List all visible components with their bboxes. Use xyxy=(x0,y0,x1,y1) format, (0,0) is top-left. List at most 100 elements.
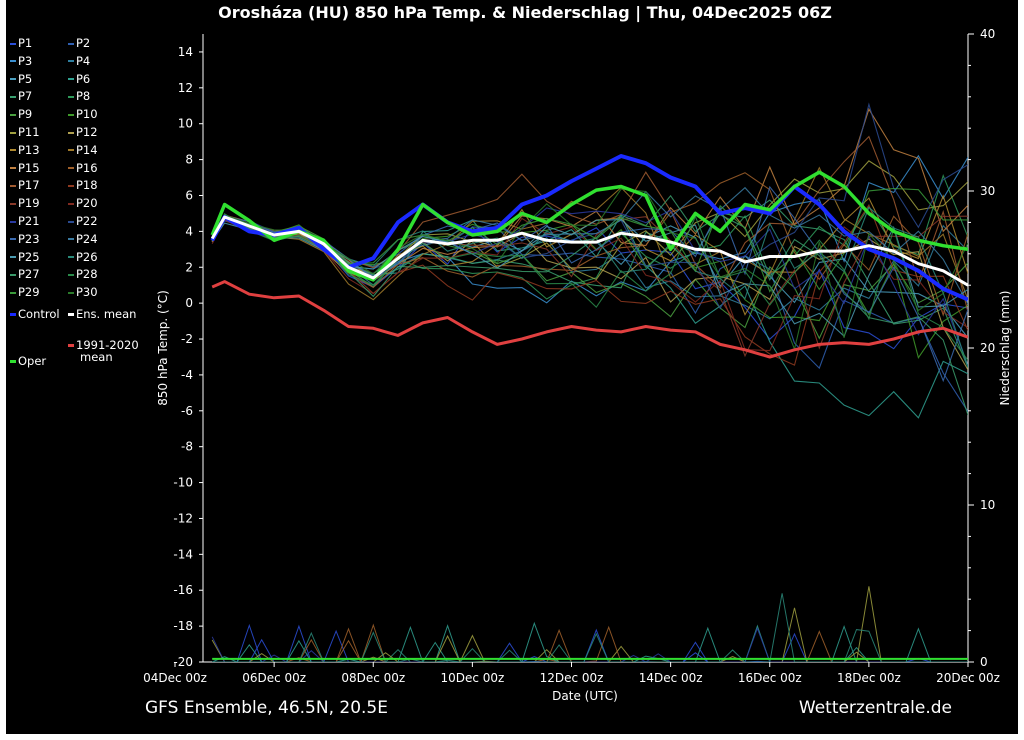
legend-item-p6: P6 xyxy=(68,72,90,86)
legend-item-ens-mean: Ens. mean xyxy=(68,307,136,321)
precip-member-line xyxy=(212,628,968,662)
legend-swatch xyxy=(10,273,16,276)
legend-item-p28: P28 xyxy=(68,267,98,281)
x-tick-label: 08Dec 00z xyxy=(341,671,405,685)
series-line-1991-2020-mean xyxy=(211,280,968,359)
y-tick-label: -20 xyxy=(173,655,193,669)
legend-swatch xyxy=(10,360,16,363)
legend-item-p15: P15 xyxy=(10,161,40,175)
legend-swatch xyxy=(68,313,74,316)
legend-swatch xyxy=(68,220,74,223)
series-line-control xyxy=(210,154,968,302)
legend-item-p8: P8 xyxy=(68,89,90,103)
legend-label: P21 xyxy=(18,214,40,228)
ensemble-member-line xyxy=(211,217,968,352)
legend-label: P9 xyxy=(18,107,33,122)
legend-item-p22: P22 xyxy=(68,214,98,228)
precip-member-line xyxy=(212,593,968,662)
legend-label: P29 xyxy=(18,285,40,300)
y-axis-label: 850 hPa Temp. (°C) xyxy=(156,290,170,406)
legend-item-p21: P21 xyxy=(10,214,40,228)
legend-item-p19: P19 xyxy=(10,196,40,210)
ensemble-member-line xyxy=(211,160,968,281)
legend-label: P10 xyxy=(76,107,98,122)
legend-item-p1: P1 xyxy=(10,36,32,50)
legend-label: P11 xyxy=(18,125,40,139)
legend-swatch xyxy=(10,184,16,187)
chart-frame xyxy=(6,0,1018,734)
footer-source: GFS Ensemble, 46.5N, 20.5E xyxy=(145,698,388,718)
legend-label: Oper xyxy=(18,354,47,368)
y-tick-label: -2 xyxy=(181,332,193,346)
legend-label: P25 xyxy=(18,249,40,264)
y2-tick-label: 20 xyxy=(980,341,995,355)
y-tick-label: 8 xyxy=(185,153,193,167)
series-line-ens-mean xyxy=(210,215,968,287)
legend-label: P2 xyxy=(76,36,91,50)
legend-swatch xyxy=(68,273,74,276)
legend-item-p2: P2 xyxy=(68,36,90,50)
x-tick-label: 14Dec 00z xyxy=(639,671,703,685)
ensemble-member-line xyxy=(211,214,968,360)
legend-label: 1991-2020 xyxy=(76,338,139,352)
legend-item-p11: P11 xyxy=(10,125,40,139)
legend-label: P19 xyxy=(18,196,40,211)
y2-tick-label: 30 xyxy=(980,184,995,198)
legend-label: P27 xyxy=(18,267,40,282)
legend-item-p9: P9 xyxy=(10,107,32,121)
legend-swatch xyxy=(68,42,74,45)
ensemble-members xyxy=(211,102,968,419)
chart-title: Orosháza (HU) 850 hPa Temp. & Niederschl… xyxy=(218,3,832,22)
legend-swatch xyxy=(68,113,74,116)
precip-member-line xyxy=(212,624,968,662)
legend-swatch xyxy=(10,256,16,259)
legend-item-p4: P4 xyxy=(68,54,90,68)
legend-label: P13 xyxy=(18,142,40,157)
legend-label: P26 xyxy=(76,249,98,264)
legend-label: P24 xyxy=(76,231,98,246)
legend-swatch xyxy=(10,202,16,205)
legend-swatch xyxy=(68,202,74,205)
y2-tick-label: 40 xyxy=(980,27,995,41)
y-tick-label: 0 xyxy=(185,296,193,310)
legend-label: P23 xyxy=(18,231,40,246)
y-tick-label: 2 xyxy=(185,260,193,274)
legend-swatch xyxy=(10,95,16,98)
legend-item-p27: P27 xyxy=(10,267,40,281)
legend-label: P18 xyxy=(76,178,98,193)
x-tick-label: 20Dec 00z xyxy=(936,671,1000,685)
ensemble-member-line xyxy=(211,166,968,301)
precip-member-line xyxy=(212,623,968,662)
legend-swatch xyxy=(68,60,74,63)
legend-item-p3: P3 xyxy=(10,54,32,68)
ensemble-member-line xyxy=(211,188,968,352)
legend-item-p26: P26 xyxy=(68,250,98,264)
precip-member-line xyxy=(212,586,968,662)
y-tick-label: -14 xyxy=(173,547,193,561)
y-tick-label: -4 xyxy=(181,368,193,382)
legend-label-line2: mean xyxy=(80,350,113,364)
x-tick-label: 16Dec 00z xyxy=(738,671,802,685)
legend-swatch xyxy=(68,291,74,294)
legend-item-p20: P20 xyxy=(68,196,98,210)
legend-swatch xyxy=(10,220,16,223)
y-tick-label: 14 xyxy=(178,45,193,59)
y-tick-label: 4 xyxy=(185,224,193,238)
legend-label: P17 xyxy=(18,178,40,193)
legend-label: P14 xyxy=(76,142,98,157)
legend-label: P8 xyxy=(76,89,91,104)
legend-swatch xyxy=(10,149,16,152)
legend-swatch xyxy=(10,167,16,170)
legend-item-p25: P25 xyxy=(10,250,40,264)
legend-label: P20 xyxy=(76,196,98,211)
y2-tick-label: 0 xyxy=(980,655,988,669)
legend-label: P6 xyxy=(76,71,91,86)
x-axis-label: Date (UTC) xyxy=(552,689,618,703)
legend-item-p18: P18 xyxy=(68,178,98,192)
legend-label: Ens. mean xyxy=(76,307,137,321)
legend-item-p12: P12 xyxy=(68,125,98,139)
legend-label: P4 xyxy=(76,53,91,68)
ensemble-member-line xyxy=(211,102,968,310)
precip-lines xyxy=(211,586,968,662)
legend-item-p24: P24 xyxy=(68,232,98,246)
